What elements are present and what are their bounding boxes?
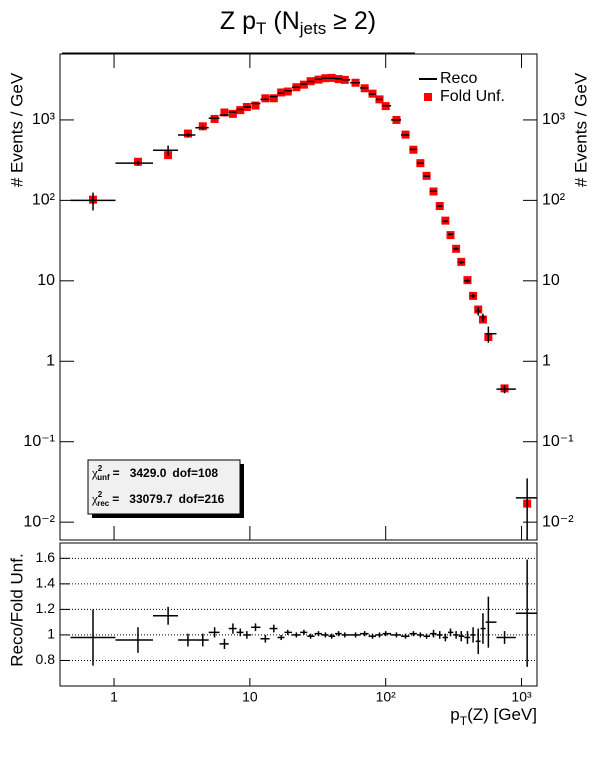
x-label-text: p — [450, 705, 459, 724]
y-tick-label: 10³ — [32, 111, 56, 128]
y-tick-label-right: 10⁻² — [542, 513, 574, 530]
y-tick-label: 10⁻¹ — [23, 433, 55, 450]
stats-sub: rec — [97, 499, 110, 508]
plot-frame — [59, 53, 538, 541]
ratio-y-axis-label: Reco/Fold Unf. — [7, 553, 26, 666]
y-tick-label: 10 — [37, 272, 55, 289]
title-text: (N — [266, 7, 299, 35]
title-subscript: jets — [299, 19, 326, 38]
x-tick-label: 1 — [110, 689, 118, 705]
stats-dof: dof=108 — [172, 466, 218, 480]
ratio-y-tick-label: 1.4 — [36, 575, 56, 591]
legend-swatch-fold — [424, 93, 432, 101]
stats-value: 3429.0 — [130, 466, 167, 480]
stats-symbol: χ — [91, 491, 98, 506]
ratio-y-tick-label: 0.8 — [36, 651, 56, 667]
fold-marker — [228, 109, 237, 118]
y-axis-label-right: # Events / GeV — [571, 72, 590, 187]
y-tick-label-right: 10⁻¹ — [542, 433, 574, 450]
stats-eq: = — [112, 492, 119, 506]
y-tick-label: 10² — [32, 192, 56, 209]
ratio-frame — [59, 542, 538, 687]
fold-marker — [251, 101, 260, 110]
y-tick-label-right: 10 — [542, 272, 560, 289]
stats-eq: = — [113, 466, 120, 480]
y-axis-label: # Events / GeV — [7, 72, 26, 187]
title-text: ≥ 2) — [326, 7, 376, 35]
legend-label: Fold Unf. — [440, 88, 505, 105]
fold-marker — [220, 108, 229, 117]
stats-dof: dof=216 — [179, 492, 225, 506]
title-text: Z p — [220, 7, 256, 35]
ratio-y-tick-label: 1.2 — [36, 600, 56, 616]
y-tick-label: 1 — [46, 352, 55, 369]
stats-value: 33079.7 — [129, 492, 173, 506]
stats-sup: 2 — [98, 490, 103, 499]
chart-title: Z pT (Njets ≥ 2) — [220, 7, 376, 39]
title-subscript: T — [256, 19, 266, 38]
stats-line: χ2 unf = 3429.0 dof=108 — [91, 464, 218, 482]
y-tick-label-right: 10² — [542, 192, 566, 209]
y-tick-label-right: 1 — [542, 352, 551, 369]
stats-sub: unf — [97, 473, 110, 482]
y-tick-label: 10⁻² — [23, 513, 55, 530]
x-axis-label: pT(Z) [GeV] — [450, 705, 537, 728]
ratio-y-tick-label: 1.6 — [36, 549, 56, 565]
ratio-y-tick-label: 1 — [47, 626, 55, 642]
stats-symbol: χ — [91, 465, 98, 480]
fold-marker — [269, 94, 278, 103]
y-tick-label-right: 10³ — [542, 111, 566, 128]
x-tick-label: 10 — [242, 689, 258, 705]
legend-label: Reco — [440, 70, 477, 87]
x-tick-label: 10² — [376, 689, 397, 705]
stats-box — [87, 459, 241, 515]
stats-sup: 2 — [98, 464, 103, 473]
x-label-subscript: T — [460, 714, 468, 728]
fold-marker — [261, 94, 270, 103]
stats-line: χ2 rec = 33079.7 dof=216 — [91, 490, 225, 508]
x-label-text: (Z) [GeV] — [467, 705, 537, 724]
x-tick-label: 10³ — [511, 689, 532, 705]
